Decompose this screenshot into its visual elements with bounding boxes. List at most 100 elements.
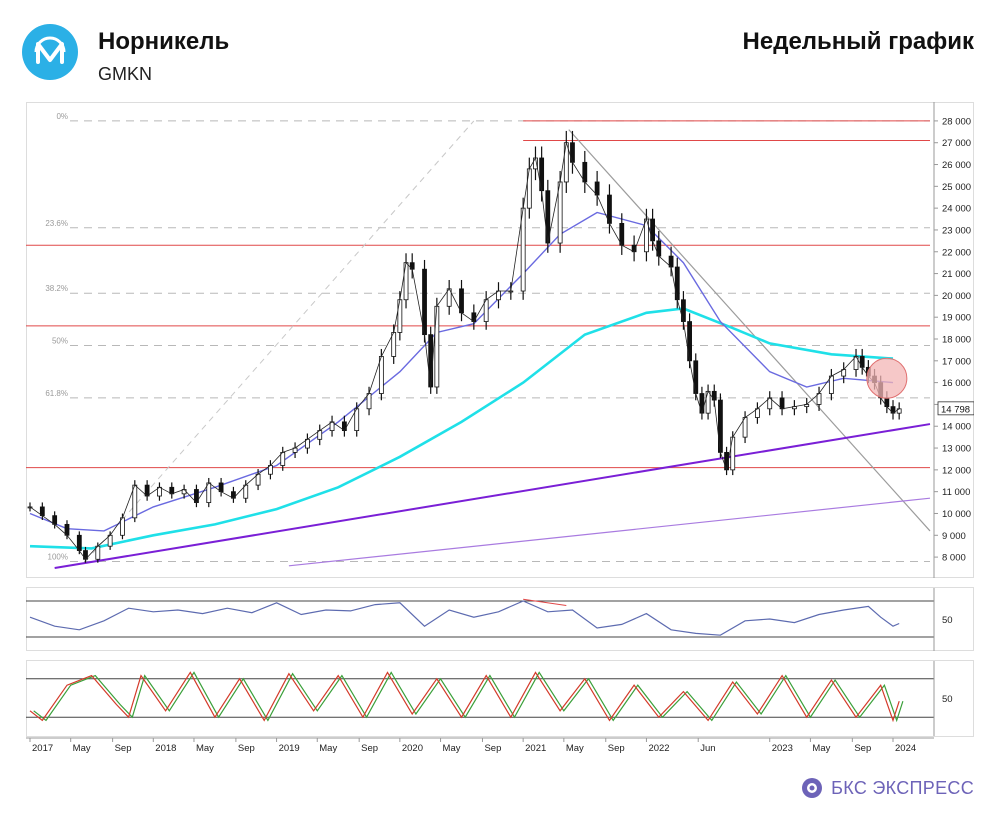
nornickel-logo-icon [22, 24, 78, 80]
stock-chart: 0% 23.6% 38.2% 50% 61.8% 100% 28 000 27 000 26 0… [26, 102, 974, 754]
time-tick-label: 2020 [402, 743, 423, 754]
time-tick-label: 2019 [279, 743, 300, 754]
price-line [29, 142, 900, 560]
price-candle [403, 262, 409, 301]
fib-label: 0% [56, 112, 68, 121]
price-tick-label: 9 000 [942, 531, 966, 542]
current-price-box [937, 401, 974, 416]
price-candle [397, 299, 403, 333]
price-candle [699, 393, 705, 414]
chart-type-title: Недельный график [742, 28, 974, 55]
price-panel-frame [26, 102, 974, 578]
rsi-line [29, 600, 900, 636]
price-tick-label: 11 000 [942, 487, 970, 498]
price-candle [705, 390, 711, 414]
price-candle [434, 305, 440, 388]
price-candle [718, 399, 723, 453]
descending-trendline [568, 129, 931, 532]
price-candle [520, 207, 526, 292]
time-tick-label: 2017 [32, 743, 53, 754]
price-tick-label: 8 000 [942, 553, 966, 564]
stoch-level-label: 50 [942, 694, 953, 705]
price-candle [539, 157, 545, 192]
price-tick-label: 21 000 [942, 269, 971, 280]
time-tick-label: 2022 [648, 743, 669, 754]
price-tick-label: 10 000 [942, 509, 971, 520]
price-candle [132, 484, 138, 519]
bks-logo-icon [802, 778, 823, 798]
rsi-divergence-line [523, 598, 567, 606]
price-candle [378, 356, 384, 394]
price-candle [687, 321, 692, 362]
price-candle [859, 356, 865, 368]
price-candle [526, 168, 532, 209]
moving-average-long [29, 307, 894, 550]
time-tick-label: Sep [115, 743, 132, 754]
stoch-k-line [29, 671, 900, 723]
company-name: Норникель [98, 28, 230, 55]
price-tick-label: 17 000 [942, 356, 971, 367]
stoch-d-line [33, 671, 904, 723]
time-tick-label: Sep [238, 743, 255, 754]
price-tick-label: 16 000 [942, 378, 971, 389]
time-tick-label: May [443, 743, 461, 754]
time-tick-label: 2021 [525, 743, 546, 754]
time-tick-label: 2018 [155, 743, 176, 754]
time-tick-label: Sep [608, 743, 625, 754]
time-tick-label: 2024 [895, 743, 916, 754]
price-tick-label: 27 000 [942, 138, 971, 149]
price-candle [563, 142, 569, 183]
price-panel: 0% 23.6% 38.2% 50% 61.8% 100% 28 000 27 000 26 0… [26, 102, 974, 578]
support-trendline [54, 423, 931, 569]
price-candle [650, 218, 656, 242]
fib-diagonal-line [85, 120, 475, 562]
ticker-symbol: GMKN [98, 64, 152, 84]
time-tick-label: May [196, 743, 214, 754]
fib-label: 38.2% [45, 284, 68, 293]
price-candle [422, 268, 427, 336]
price-candle [656, 240, 662, 257]
price-candle [693, 360, 699, 394]
price-tick-label: 13 000 [942, 444, 971, 455]
price-tick-label: 26 000 [942, 160, 971, 171]
brand: БКС ЭКСПРЕСС [801, 776, 974, 800]
price-tick-label: 22 000 [942, 247, 971, 258]
price-tick-label: 19 000 [942, 313, 971, 324]
lower-trendline [288, 497, 931, 567]
time-tick-label: May [812, 743, 830, 754]
bear-marker-icon [866, 357, 908, 399]
price-candle [730, 436, 736, 471]
rsi-panel-frame [26, 587, 974, 651]
brand-name: БКС ЭКСПРЕСС [831, 777, 974, 798]
time-tick-label: Sep [361, 743, 378, 754]
time-tick-label: May [319, 743, 337, 754]
time-tick-label: May [566, 743, 584, 754]
time-axis: 2017 May Sep 2018 May Sep 2019 May Sep 2020 May Sep… [26, 737, 934, 754]
price-candle [557, 181, 563, 244]
time-tick-label: Jun [700, 743, 715, 754]
time-tick-label: Sep [854, 743, 871, 754]
stochastic-panel: 50 [26, 661, 953, 736]
time-tick-label: Sep [484, 743, 501, 754]
fib-label: 61.8% [45, 389, 68, 398]
fib-label: 23.6% [45, 219, 68, 228]
price-tick-label: 25 000 [942, 182, 971, 193]
price-candle [681, 299, 686, 322]
price-tick-label: 28 000 [942, 116, 971, 127]
rsi-level-label: 50 [942, 615, 953, 626]
time-tick-label: 2023 [772, 743, 793, 754]
price-tick-label: 14 000 [942, 422, 971, 433]
price-tick-label: 12 000 [942, 465, 971, 476]
price-candle [428, 334, 434, 388]
price-candle [570, 142, 575, 163]
price-candle [674, 266, 680, 301]
price-tick-label: 24 000 [942, 204, 971, 215]
fib-label: 100% [48, 552, 68, 561]
fib-label: 50% [52, 337, 68, 346]
current-price-label: 14 798 [941, 404, 970, 415]
time-tick-label: May [73, 743, 91, 754]
price-tick-label: 20 000 [942, 291, 971, 302]
price-tick-label: 18 000 [942, 335, 971, 346]
rsi-panel: 50 [26, 588, 953, 651]
price-tick-label: 23 000 [942, 225, 971, 236]
